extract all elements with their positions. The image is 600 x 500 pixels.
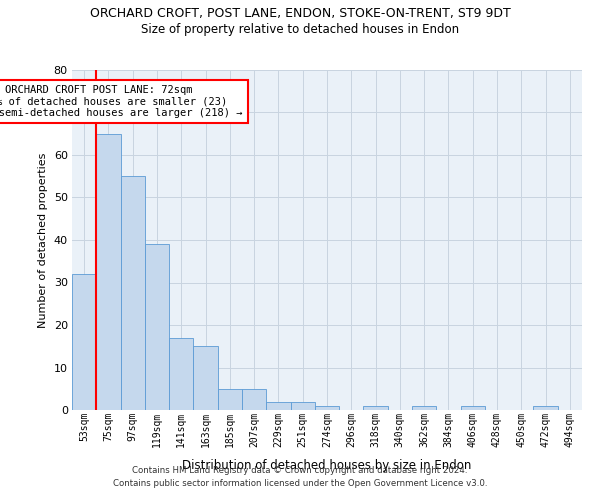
Bar (315, 406, 339, 410)
Bar (364, 406, 388, 410)
Text: Distribution of detached houses by size in Endon: Distribution of detached houses by size … (182, 460, 472, 472)
Bar (145, 244, 169, 410)
Bar (96, 134, 121, 410)
Bar (121, 176, 145, 410)
Bar (533, 406, 558, 410)
Bar (72, 274, 96, 410)
Bar (412, 406, 436, 410)
Text: Contains HM Land Registry data © Crown copyright and database right 2024.
Contai: Contains HM Land Registry data © Crown c… (113, 466, 487, 487)
Text: ORCHARD CROFT, POST LANE, ENDON, STOKE-ON-TRENT, ST9 9DT: ORCHARD CROFT, POST LANE, ENDON, STOKE-O… (89, 8, 511, 20)
Bar (266, 402, 290, 410)
Bar (461, 406, 485, 410)
Y-axis label: Number of detached properties: Number of detached properties (38, 152, 48, 328)
Bar (193, 346, 218, 410)
Bar (169, 338, 193, 410)
Bar (218, 389, 242, 410)
Text: Size of property relative to detached houses in Endon: Size of property relative to detached ho… (141, 22, 459, 36)
Text: ORCHARD CROFT POST LANE: 72sqm
← 10% of detached houses are smaller (23)
90% of : ORCHARD CROFT POST LANE: 72sqm ← 10% of … (0, 85, 243, 118)
Bar (290, 402, 315, 410)
Bar (242, 389, 266, 410)
